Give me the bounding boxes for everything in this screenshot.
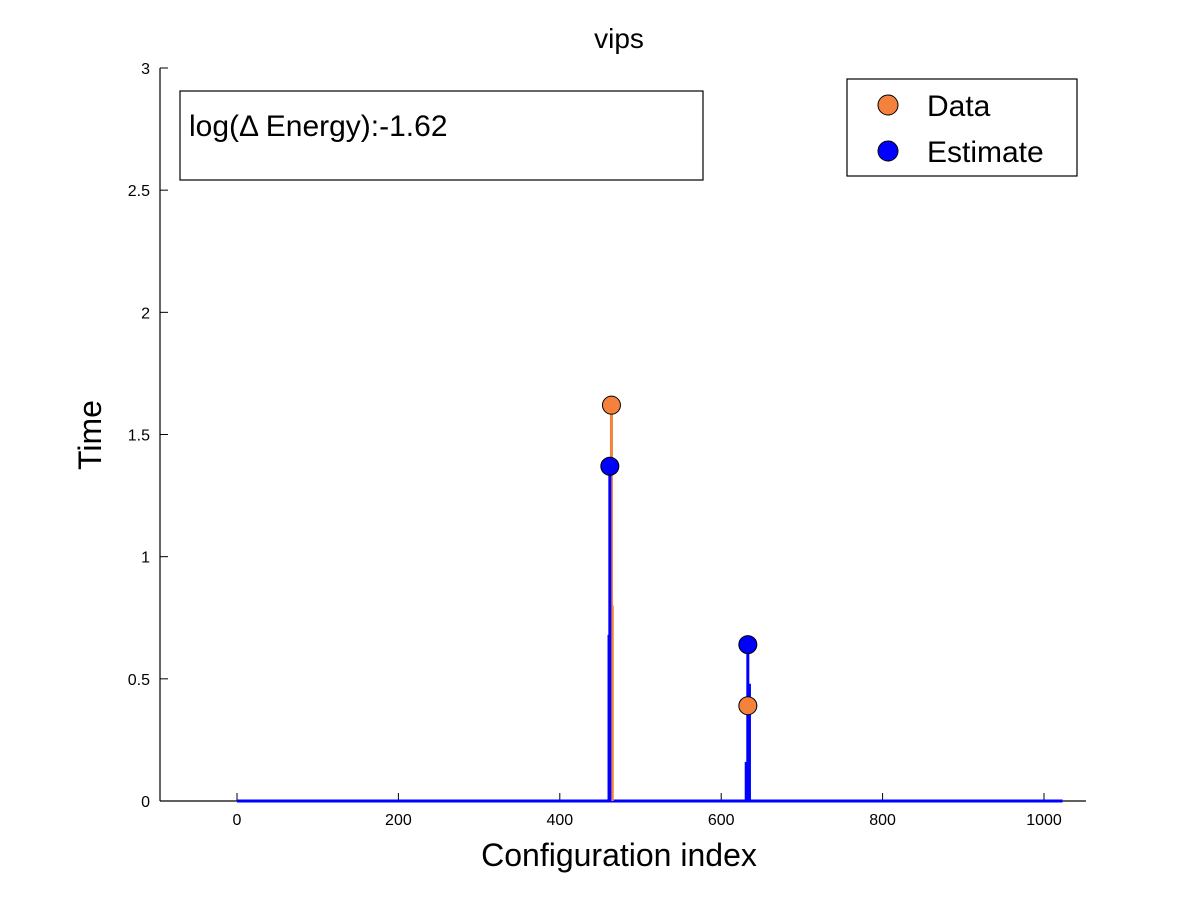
plot-area [237, 395, 1063, 803]
annotation-text: log(Δ Energy):-1.62 [189, 110, 448, 143]
y-tick-label: 1 [141, 550, 150, 567]
point-estimate [600, 456, 620, 476]
annotation-box [179, 90, 704, 181]
point-estimate [738, 635, 758, 655]
x-tick-label: 200 [385, 812, 412, 829]
y-tick-label: 0.5 [128, 672, 150, 689]
x-axis-ticks: 0 200 400 600 800 1000 [233, 793, 1062, 829]
y-axis-label: Time [72, 400, 108, 470]
x-axis-label: Configuration index [481, 837, 757, 873]
legend-label-data: Data [927, 90, 991, 123]
x-tick-label: 800 [869, 812, 896, 829]
y-tick-label: 0 [141, 794, 150, 811]
y-tick-label: 1.5 [128, 428, 150, 445]
x-tick-label: 400 [546, 812, 573, 829]
point-data [601, 395, 621, 415]
y-axis-ticks: 0 0.5 1 1.5 2 2.5 3 [128, 61, 168, 811]
legend-label-estimate: Estimate [927, 136, 1044, 169]
y-tick-label: 2 [141, 305, 150, 322]
y-tick-label: 2.5 [128, 183, 150, 200]
y-tick-label: 3 [141, 61, 150, 78]
chart-title: vips [594, 23, 644, 54]
x-tick-label: 0 [233, 812, 242, 829]
legend-marker-estimate [877, 140, 899, 162]
point-data [738, 696, 758, 716]
x-tick-label: 1000 [1026, 812, 1062, 829]
legend-marker-data [877, 94, 899, 116]
x-tick-label: 600 [708, 812, 735, 829]
